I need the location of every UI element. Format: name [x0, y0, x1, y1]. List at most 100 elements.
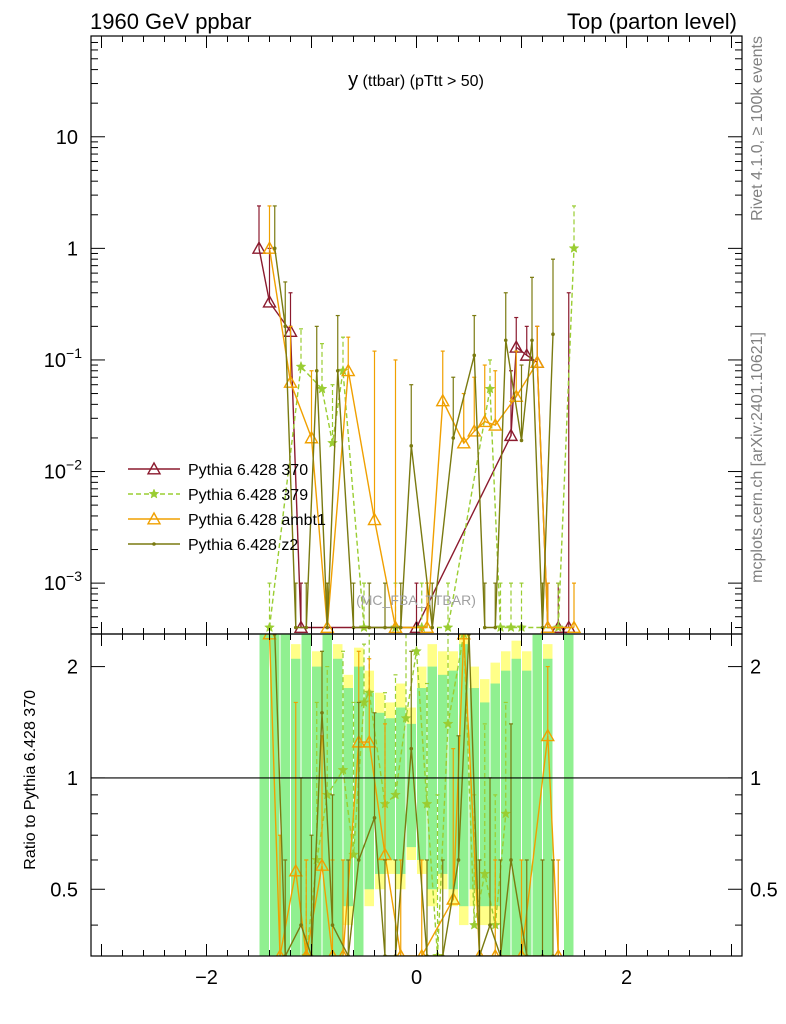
main-series-3-point-20 [540, 625, 545, 630]
main-series-0-point-7 [519, 347, 534, 361]
main-ytick-label-2-exp: −1 [66, 345, 82, 361]
main-series-2-point-3 [320, 620, 335, 634]
main-series-3-point-12 [430, 625, 435, 630]
ratio-series-0-point-3 [337, 764, 349, 775]
main-series-3-point-5 [325, 625, 330, 630]
main-ytick-label-1-exp: −2 [66, 457, 82, 473]
ratio-series-1-point-17 [540, 728, 555, 742]
main-series-3-point-2 [293, 625, 298, 630]
main-series-3-point-7 [351, 625, 356, 630]
ratio-series-2-point-2 [299, 923, 303, 927]
main-series-3-line [274, 248, 554, 629]
legend-label-3: Pythia 6.428 z2 [188, 537, 298, 554]
main-series-2-point-0 [262, 240, 277, 254]
mcplots-label: mcplots.cern.ch [arXiv:2401.10621] [749, 332, 766, 583]
ratio-series-0-point-9 [400, 712, 412, 723]
watermark: (MC_FBA_TTBAR) [356, 592, 476, 608]
main-series-0-point-0 [251, 240, 267, 254]
ratio-series-1-point-12 [446, 891, 461, 905]
ratio-band-green-7 [333, 658, 343, 956]
legend-marker-3 [152, 542, 156, 546]
ratio-series-1-point-13 [456, 634, 471, 640]
main-series-3-point-15 [482, 625, 487, 630]
ratio-band-green-10 [364, 692, 374, 890]
main-series-2-point-9 [456, 435, 471, 449]
main-series-1-point-11 [505, 621, 517, 633]
main-series-3 [272, 205, 555, 630]
ratio-panel: 0.5 0.5 1 1 2 2 −2 0 2 [50, 633, 778, 989]
legend-marker-0 [146, 461, 162, 475]
ratio-band-green-13 [396, 707, 406, 874]
main-series-1-point-8 [442, 621, 454, 633]
legend: Pythia 6.428 370 Pythia 6.428 379 Pythia 6… [128, 461, 326, 554]
header-left: 1960 GeV ppbar [90, 9, 251, 34]
main-series-3-point-16 [493, 625, 498, 630]
main-series-2-point-13 [509, 389, 524, 403]
main-series-3-point-21 [551, 332, 555, 337]
main-series-2-point-11 [477, 414, 492, 428]
ratio-series-0-point-13 [442, 718, 454, 729]
main-ytick-label-0-exp: −3 [66, 568, 82, 584]
main-ytick-label-1-base: 10 [44, 462, 66, 484]
main-title-rest: (ttbar) (pTtt > 50) [358, 73, 484, 90]
ratio-xtick-label-0: −2 [195, 967, 218, 989]
main-series-3-point-17 [503, 338, 508, 343]
main-series-1-point-9 [484, 383, 496, 394]
main-series-3-point-8 [367, 625, 372, 630]
legend-label-1: Pythia 6.428 379 [188, 487, 308, 504]
main-series-2-point-15 [540, 620, 555, 634]
ratio-band-green-0 [259, 634, 269, 956]
main-series-2-point-16 [566, 620, 582, 634]
ratio-series-2-point-19 [509, 858, 513, 862]
main-ytick-label-4: 10 [56, 127, 78, 149]
main-series-3-point-1 [283, 324, 288, 329]
main-series-3-point-19 [530, 338, 534, 343]
ratio-xtick-label-1: 0 [411, 967, 422, 989]
main-series-1-point-14 [568, 242, 580, 253]
main-series-1-point-3 [327, 437, 338, 448]
main-ytick-label-1: 10−2 [44, 457, 82, 484]
ratio-series-2-point-17 [488, 923, 492, 927]
ratio-series-0-point-10 [411, 645, 422, 656]
main-series-3-point-13 [451, 436, 456, 440]
main-ytick-label-2-base: 10 [44, 350, 66, 372]
ratio-band-green-24 [511, 658, 521, 956]
main-series-1-point-2 [316, 383, 328, 394]
ratio-frame-border [90, 633, 743, 957]
main-series-2-point-5 [367, 512, 382, 526]
main-title-symbol: y [348, 69, 358, 91]
ratio-series-0 [300, 634, 512, 956]
ratio-band-green-26 [532, 634, 542, 956]
ratio-band-green-12 [385, 718, 395, 860]
ratio-ytick-label-right-0: 0.5 [750, 879, 778, 901]
ratio-series-2-point-4 [320, 711, 324, 715]
main-series-3-point-3 [304, 625, 309, 630]
legend-label-2: Pythia 6.428 ambt1 [188, 512, 326, 529]
main-series-0 [251, 205, 576, 634]
ratio-band-green-11 [375, 712, 385, 874]
ratio-series-0-point-2 [321, 789, 333, 800]
main-series-0-point-1 [262, 294, 277, 308]
legend-label-0: Pythia 6.428 370 [188, 462, 308, 479]
ratio-ytick-label-left-0: 0.5 [50, 879, 78, 901]
main-series-3-point-14 [472, 353, 477, 358]
ratio-band-green-25 [522, 670, 532, 956]
rivet-label: Rivet 4.1.0, ≥ 100k events [749, 36, 766, 221]
ratio-band-green-15 [417, 688, 427, 860]
main-panel: y (ttbar) (pTtt > 50) (MC_FBA_TTBAR) 10−… [44, 35, 743, 635]
header-right: Top (parton level) [567, 9, 737, 34]
ratio-band-green-19 [459, 644, 469, 907]
ratio-series-0-point-8 [390, 789, 401, 800]
ratio-series-0-point-16 [479, 868, 491, 879]
main-title: y (ttbar) (pTtt > 50) [348, 69, 484, 91]
ratio-xtick-label-2: 2 [621, 967, 632, 989]
ratio-band-green-4 [301, 634, 311, 956]
main-series-2-point-4 [341, 363, 356, 377]
main-series-3-point-9 [383, 625, 387, 630]
ratio-series-2-point-5 [330, 923, 335, 927]
ratio-band-green-8 [343, 688, 353, 907]
main-series-0-point-5 [503, 428, 519, 442]
main-series-2 [262, 205, 582, 634]
ratio-series-1-point-4 [314, 857, 330, 871]
ratio-series-0-point-5 [358, 696, 370, 708]
